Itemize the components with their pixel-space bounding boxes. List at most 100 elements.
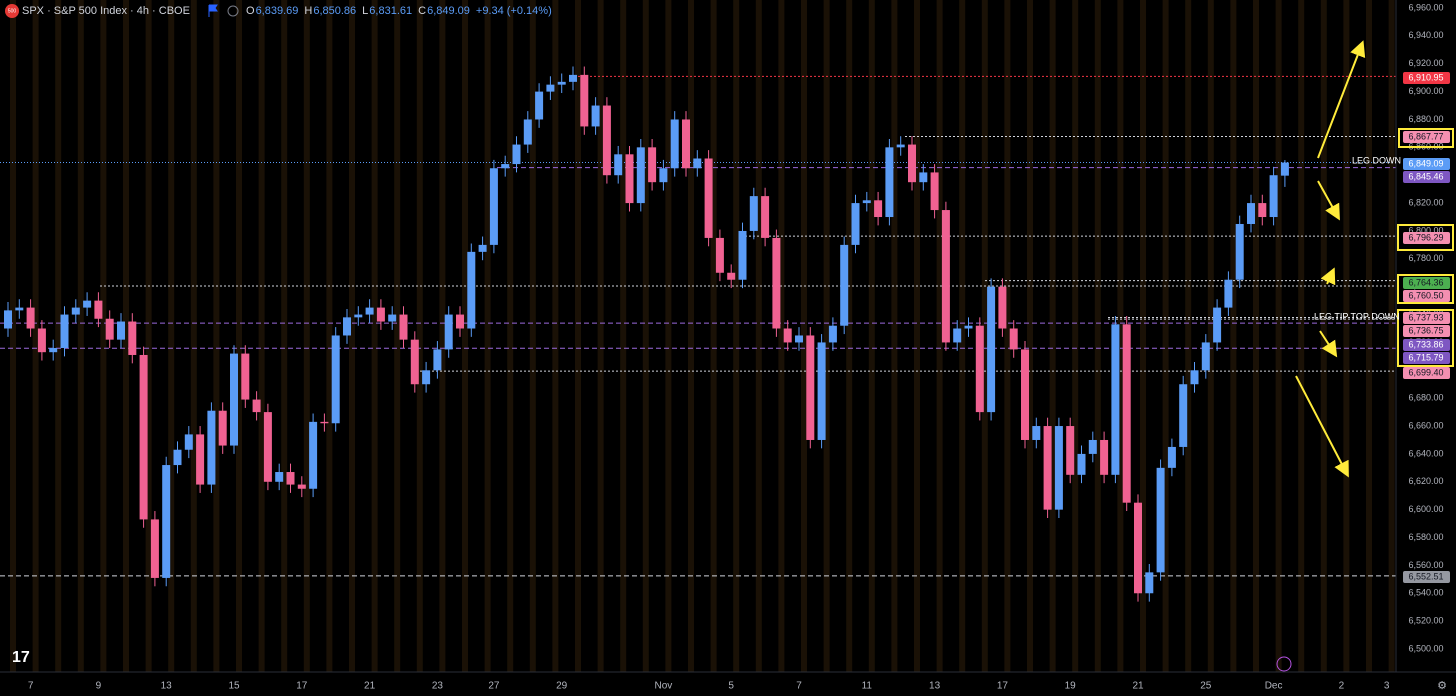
candle-body xyxy=(1111,324,1120,475)
candle-body xyxy=(535,91,544,120)
candle-body xyxy=(456,314,464,329)
price-tag-label: 6,849.09 xyxy=(1408,158,1443,168)
session-band xyxy=(597,0,604,672)
session-band xyxy=(846,0,853,672)
candle-body xyxy=(772,237,781,329)
session-band xyxy=(1049,0,1056,672)
price-tag xyxy=(1403,158,1450,170)
session-band xyxy=(77,0,84,672)
session-band xyxy=(190,0,197,672)
session-band xyxy=(1117,0,1124,672)
symbol-title: SPX · S&P 500 Index · 4h · CBOE xyxy=(22,5,190,17)
settings-icon[interactable]: ⚙ xyxy=(1437,680,1447,692)
candle-body xyxy=(1077,453,1086,475)
y-tick-label: 6,560.00 xyxy=(1408,560,1443,570)
candle-body xyxy=(828,325,837,343)
candle-body xyxy=(60,314,69,349)
candle-body xyxy=(998,286,1007,329)
candle-body xyxy=(399,314,408,340)
status-icon xyxy=(227,5,239,17)
candle-body xyxy=(1122,324,1131,503)
x-tick-label: 7 xyxy=(796,681,802,692)
price-tag-label: 6,796.29 xyxy=(1408,232,1443,242)
session-band xyxy=(620,0,627,672)
session-band xyxy=(575,0,581,672)
session-band xyxy=(1072,0,1079,672)
x-tick-label: 7 xyxy=(28,681,34,692)
y-tick-label: 6,520.00 xyxy=(1408,616,1443,626)
session-band xyxy=(1298,0,1305,672)
session-band xyxy=(439,0,446,672)
session-band xyxy=(258,0,265,672)
arrow xyxy=(1317,40,1366,159)
candle-body xyxy=(1054,426,1063,510)
price-tag xyxy=(1403,312,1450,324)
candle-body xyxy=(1156,467,1165,573)
candle-body xyxy=(94,300,103,319)
price-tag-label: 6,910.95 xyxy=(1408,72,1443,82)
session-band xyxy=(1185,0,1192,672)
candle-body xyxy=(1167,446,1176,468)
x-tick-label: 15 xyxy=(228,681,240,692)
candle-body xyxy=(478,244,487,252)
y-tick-label: 6,640.00 xyxy=(1408,448,1443,458)
x-tick-label: 25 xyxy=(1200,681,1212,692)
candle-body xyxy=(1247,203,1255,224)
price-tag-label: 6,715.79 xyxy=(1408,352,1443,362)
highlight-box xyxy=(1397,309,1454,367)
y-tick-label: 6,500.00 xyxy=(1408,643,1443,653)
candle-body xyxy=(512,144,521,165)
candle-body xyxy=(286,472,295,485)
yellow-boxes xyxy=(1397,128,1454,367)
candle-body xyxy=(252,399,261,413)
y-tick-label: 6,680.00 xyxy=(1408,393,1443,403)
session-band xyxy=(371,0,378,672)
candle-body xyxy=(309,421,318,489)
candle-body xyxy=(941,210,950,343)
candle-body xyxy=(862,200,871,204)
y-tick-label: 6,620.00 xyxy=(1408,476,1443,486)
session-band xyxy=(733,0,740,672)
ohlc-value: 6,831.61 xyxy=(369,5,412,17)
session-band xyxy=(529,0,536,672)
session-band xyxy=(236,0,242,672)
candle-body xyxy=(376,307,385,322)
session-band xyxy=(1207,0,1214,672)
candle-body xyxy=(727,272,736,280)
price-tag xyxy=(1403,232,1450,244)
candle-body xyxy=(557,81,566,85)
candle-body xyxy=(738,230,747,280)
y-tick-label: 6,660.00 xyxy=(1408,420,1443,430)
highlight-box xyxy=(1397,274,1454,304)
session-band xyxy=(1366,0,1372,672)
price-tag xyxy=(1403,571,1450,583)
y-tick-label: 6,780.00 xyxy=(1408,253,1443,263)
candle-body xyxy=(1145,572,1154,594)
candle-body xyxy=(162,465,171,578)
candle-body xyxy=(71,307,80,315)
change: +9.34 (+0.14%) xyxy=(476,5,552,17)
flag-icon[interactable] xyxy=(208,4,218,17)
x-tick-label: 11 xyxy=(862,681,873,692)
session-band xyxy=(100,0,107,672)
x-tick-label: 13 xyxy=(929,681,941,692)
lightning-icon[interactable] xyxy=(1276,656,1292,672)
x-tick-label: 19 xyxy=(1065,681,1077,692)
ohlc-key: H xyxy=(304,5,312,17)
arrow xyxy=(1295,375,1349,478)
symbol-logo xyxy=(5,4,19,18)
candle-body xyxy=(908,144,916,183)
candle-body xyxy=(975,325,984,413)
session-band xyxy=(1275,0,1282,672)
price-tag-label: 6,845.46 xyxy=(1408,171,1443,181)
candle-body xyxy=(15,307,24,311)
session-band xyxy=(416,0,423,672)
tv-logo[interactable]: 17 xyxy=(12,649,30,666)
session-band xyxy=(642,0,649,672)
candle-body xyxy=(1043,426,1052,510)
price-tag-label: 6,552.51 xyxy=(1408,571,1443,581)
candle-body xyxy=(275,472,284,482)
candle-body xyxy=(659,168,668,183)
y-tick-label: 6,900.00 xyxy=(1408,86,1443,96)
session-band xyxy=(1140,0,1146,672)
